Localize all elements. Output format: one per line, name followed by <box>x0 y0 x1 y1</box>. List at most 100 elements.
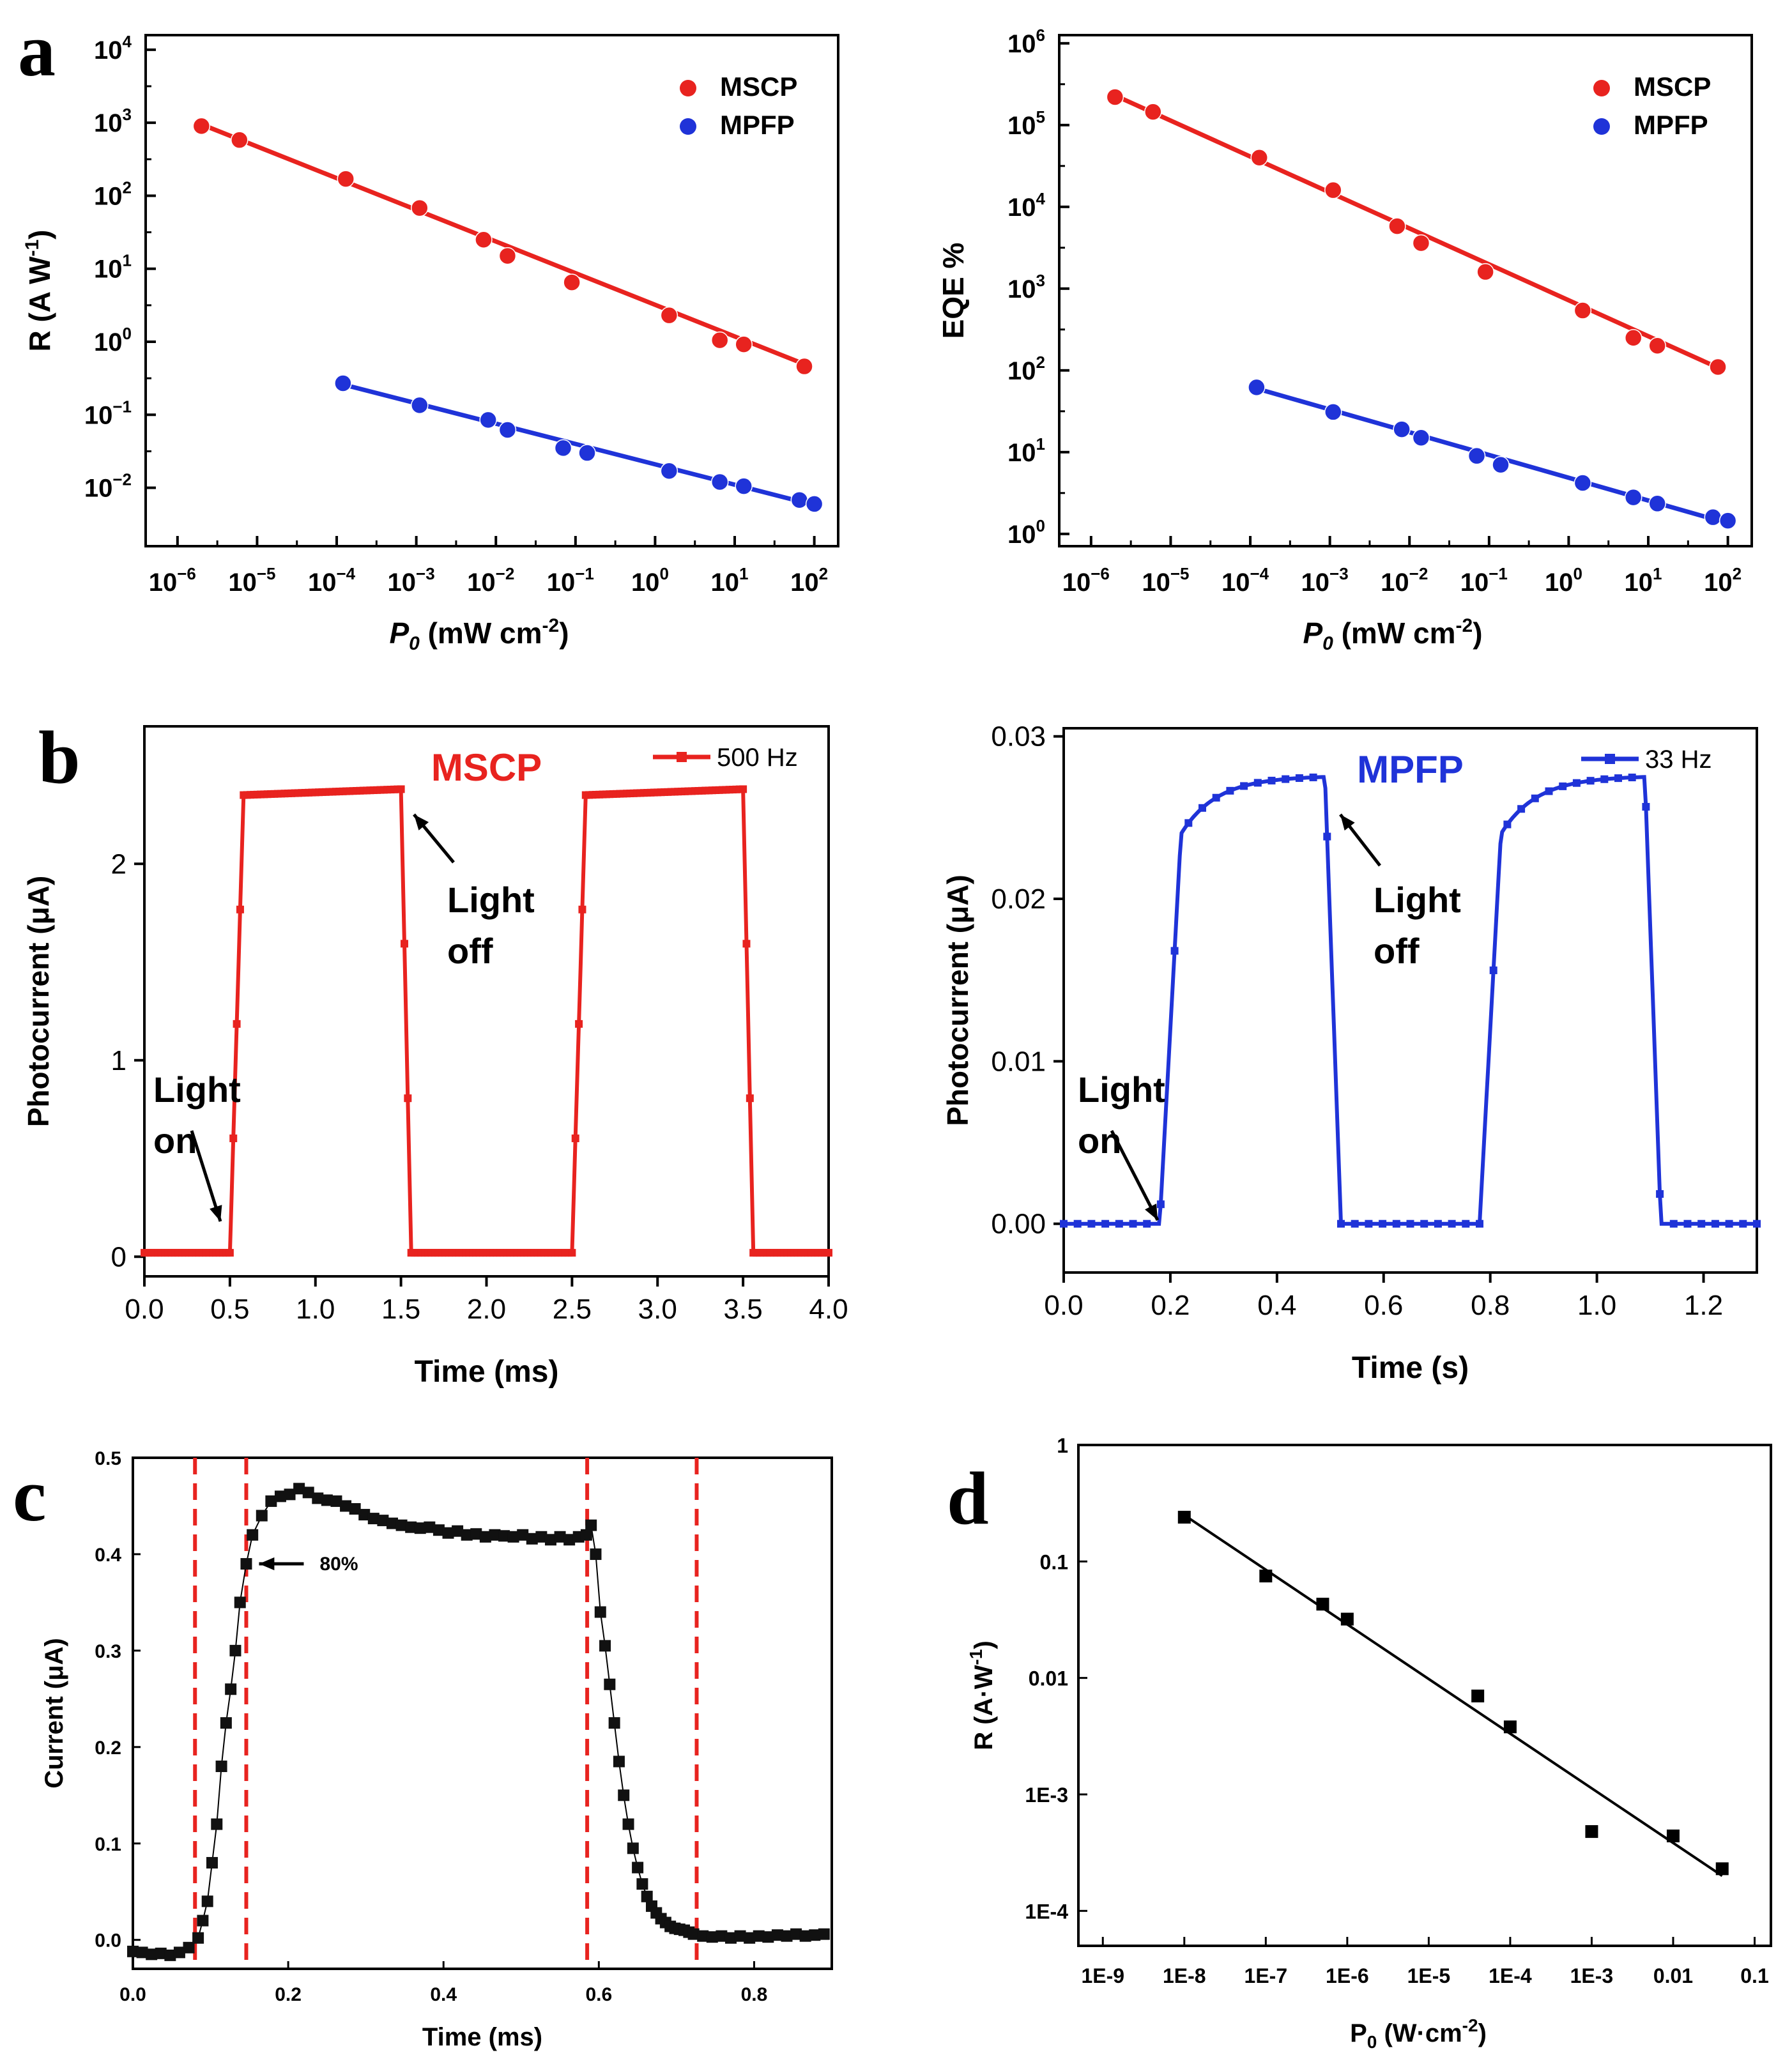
data-marker <box>1739 1219 1747 1228</box>
data-marker <box>1711 1219 1719 1228</box>
y-tick-label: 0.03 <box>991 721 1046 753</box>
y-tick-label: 0.01 <box>1029 1667 1068 1690</box>
data-marker <box>1448 1219 1456 1228</box>
y-tick-label: 1 <box>1057 1434 1068 1457</box>
data-marker <box>1586 777 1595 785</box>
data-point <box>377 1515 389 1527</box>
data-point <box>414 1522 426 1534</box>
y-tick-label: 101 <box>1007 434 1045 467</box>
plot-frame <box>1077 1444 1772 1947</box>
x-tick-label: 0.01 <box>1653 1964 1693 1987</box>
data-point <box>284 1488 296 1501</box>
data-point <box>613 1755 625 1768</box>
data-point-mpfp <box>578 444 596 462</box>
data-marker <box>1253 779 1262 787</box>
x-axis-label: Time (ms) <box>415 1355 559 1389</box>
data-point <box>302 1487 314 1499</box>
data-point <box>554 1531 566 1543</box>
legend-marker-mpfp <box>680 118 696 135</box>
data-marker <box>1697 1219 1706 1228</box>
data-point <box>367 1513 379 1525</box>
data-marker <box>1614 774 1622 783</box>
data-point-mscp <box>231 131 249 149</box>
data-point <box>818 1928 830 1940</box>
data-point-mpfp <box>735 477 753 495</box>
data-point <box>1259 1570 1273 1583</box>
data-marker <box>1753 1219 1761 1228</box>
data-marker <box>1503 820 1512 829</box>
data-marker <box>1392 1219 1400 1228</box>
x-tick-label: 10−5 <box>1142 564 1189 597</box>
y-tick-label: 101 <box>94 251 132 284</box>
data-point-mscp <box>1144 103 1162 121</box>
x-tick-label: 1E-4 <box>1489 1964 1532 1987</box>
data-point <box>229 1644 241 1656</box>
data-point-mpfp <box>498 421 517 439</box>
x-tick-label: 10−1 <box>547 564 594 597</box>
x-tick-label: 100 <box>631 564 669 597</box>
x-tick-label: 101 <box>1625 564 1662 597</box>
x-axis-label: P0 (mW cm-2) <box>389 615 569 654</box>
x-tick-label: 10−6 <box>149 564 196 597</box>
x-tick-label: 10−4 <box>1221 564 1269 597</box>
data-marker <box>1073 1219 1082 1228</box>
data-point <box>809 1929 821 1941</box>
y-axis-label: R (A W-1) <box>22 229 56 351</box>
data-marker <box>1683 1219 1692 1228</box>
x-tick-label: 10−3 <box>388 564 435 597</box>
panel-letter-b: b <box>38 715 80 799</box>
chart-c-current: 0.0 0.2 0.4 0.6 0.8 0.0 0.1 0.2 0.3 0.4 0.5 Time (m… <box>40 1448 833 2051</box>
data-marker <box>1669 1219 1678 1228</box>
data-point-mscp <box>1106 88 1124 106</box>
data-point <box>220 1717 232 1729</box>
data-point-mpfp <box>479 411 497 429</box>
panel-letter-c: c <box>13 1453 46 1537</box>
data-marker <box>1198 804 1206 812</box>
data-point <box>215 1761 227 1773</box>
arrow-80-percent-head <box>259 1557 275 1571</box>
chart-d-responsivity: 1E-9 1E-8 1E-7 1E-6 1E-5 1E-4 1E-3 0.01 0.1 1E-4 1… <box>966 1434 1772 2052</box>
data-point <box>265 1495 277 1507</box>
arrow-light-on-shaft <box>1110 1129 1160 1221</box>
y-tick-label: 1 <box>111 1045 126 1076</box>
data-point <box>594 1606 606 1618</box>
y-tick-label: 0.2 <box>95 1738 121 1759</box>
legend-label: 500 Hz <box>717 744 798 772</box>
data-point <box>192 1932 204 1944</box>
x-axis-label: P0 (mW cm-2) <box>1303 615 1482 654</box>
data-marker <box>400 940 408 948</box>
data-point-mpfp <box>334 374 352 392</box>
y-axis-label: R (A·W-1) <box>966 1640 998 1750</box>
y-tick-label: 0.1 <box>1040 1550 1068 1573</box>
data-point-mpfp <box>1574 474 1592 492</box>
chart-title: MSCP <box>431 746 542 789</box>
annotation-light-off-line1: Light <box>1374 880 1461 920</box>
y-tick-label: 102 <box>94 178 132 210</box>
data-point <box>762 1931 774 1943</box>
x-tick-label: 0.0 <box>1044 1290 1083 1321</box>
x-tick-label: 0.5 <box>210 1294 249 1325</box>
x-tick-label: 1.0 <box>1577 1290 1616 1321</box>
data-point <box>321 1494 333 1506</box>
data-point <box>442 1527 454 1539</box>
x-tick-label: 101 <box>711 564 749 597</box>
data-point <box>799 1930 811 1942</box>
data-point-mpfp <box>1412 429 1430 447</box>
data-point-mpfp <box>805 495 823 513</box>
data-point-mscp <box>192 117 211 135</box>
current-line <box>132 1488 824 1956</box>
x-tick-label: 0.6 <box>1364 1290 1403 1321</box>
data-marker <box>1559 782 1567 790</box>
annotation-80-percent: 80% <box>319 1554 358 1575</box>
legend-label: 33 Hz <box>1645 745 1712 774</box>
data-point-mscp <box>1709 358 1727 376</box>
data-point <box>1503 1720 1517 1734</box>
x-tick-label: 0.6 <box>585 1984 612 2005</box>
data-marker <box>236 905 244 914</box>
x-tick-label: 10−5 <box>228 564 275 597</box>
data-point <box>706 1931 718 1943</box>
data-marker <box>1531 794 1539 802</box>
data-marker <box>1572 779 1581 787</box>
data-point <box>206 1856 218 1869</box>
x-tick-label: 0.0 <box>119 1984 146 2005</box>
